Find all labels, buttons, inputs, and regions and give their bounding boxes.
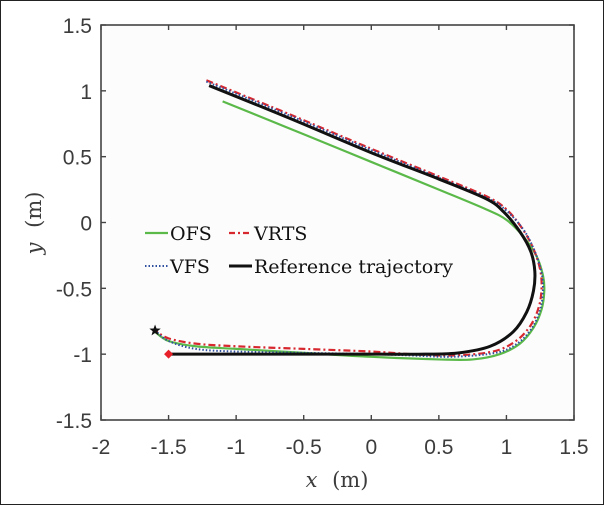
x-tick-label: -1: [227, 436, 246, 459]
legend-label-vrts: VRTS: [253, 223, 307, 245]
series-vrts: [154, 79, 543, 357]
y-tick-label: -1: [73, 344, 92, 367]
legend-label-vfs: VFS: [169, 256, 210, 278]
x-axis-unit: (m): [332, 468, 368, 492]
y-axis-title: y (m): [22, 192, 46, 256]
y-tick-label: 0.5: [63, 147, 92, 170]
legend-label-ofs: OFS: [170, 223, 212, 245]
y-tick-label: 1: [80, 81, 92, 104]
y-tick-label: 0: [80, 213, 92, 236]
x-tick-label: 0.5: [424, 436, 453, 459]
x-tick-label: -2: [92, 436, 111, 459]
y-tick-label: -0.5: [56, 278, 92, 301]
markers-group: [149, 324, 174, 359]
start-diamond-marker: [164, 349, 174, 359]
y-axis-var: y: [22, 241, 46, 255]
legend-label-reference: Reference trajectory: [254, 256, 453, 278]
x-ticks: -2 -1.5 -1 -0.5 0 0.5 1 1.5: [92, 25, 589, 459]
x-axis-title: x (m): [306, 468, 369, 492]
x-tick-label: 0: [365, 436, 377, 459]
x-tick-label: 1: [501, 436, 513, 459]
x-axis-var: x: [306, 468, 318, 492]
series-reference-trajectory: [168, 84, 537, 356]
x-tick-label: -0.5: [286, 436, 322, 459]
start-star-marker: [149, 324, 161, 336]
x-tick-label: 1.5: [559, 436, 588, 459]
x-tick-label: -1.5: [150, 436, 186, 459]
curves-group: [154, 79, 546, 362]
y-axis-unit: (m): [22, 192, 46, 228]
legend: OFS VRTS VFS Reference trajectory: [145, 223, 453, 278]
y-tick-label: 1.5: [63, 15, 92, 38]
y-ticks: -1.5 -1 -0.5 0 0.5 1 1.5: [56, 15, 574, 433]
y-tick-label: -1.5: [56, 410, 92, 433]
series-ofs: [154, 100, 546, 362]
